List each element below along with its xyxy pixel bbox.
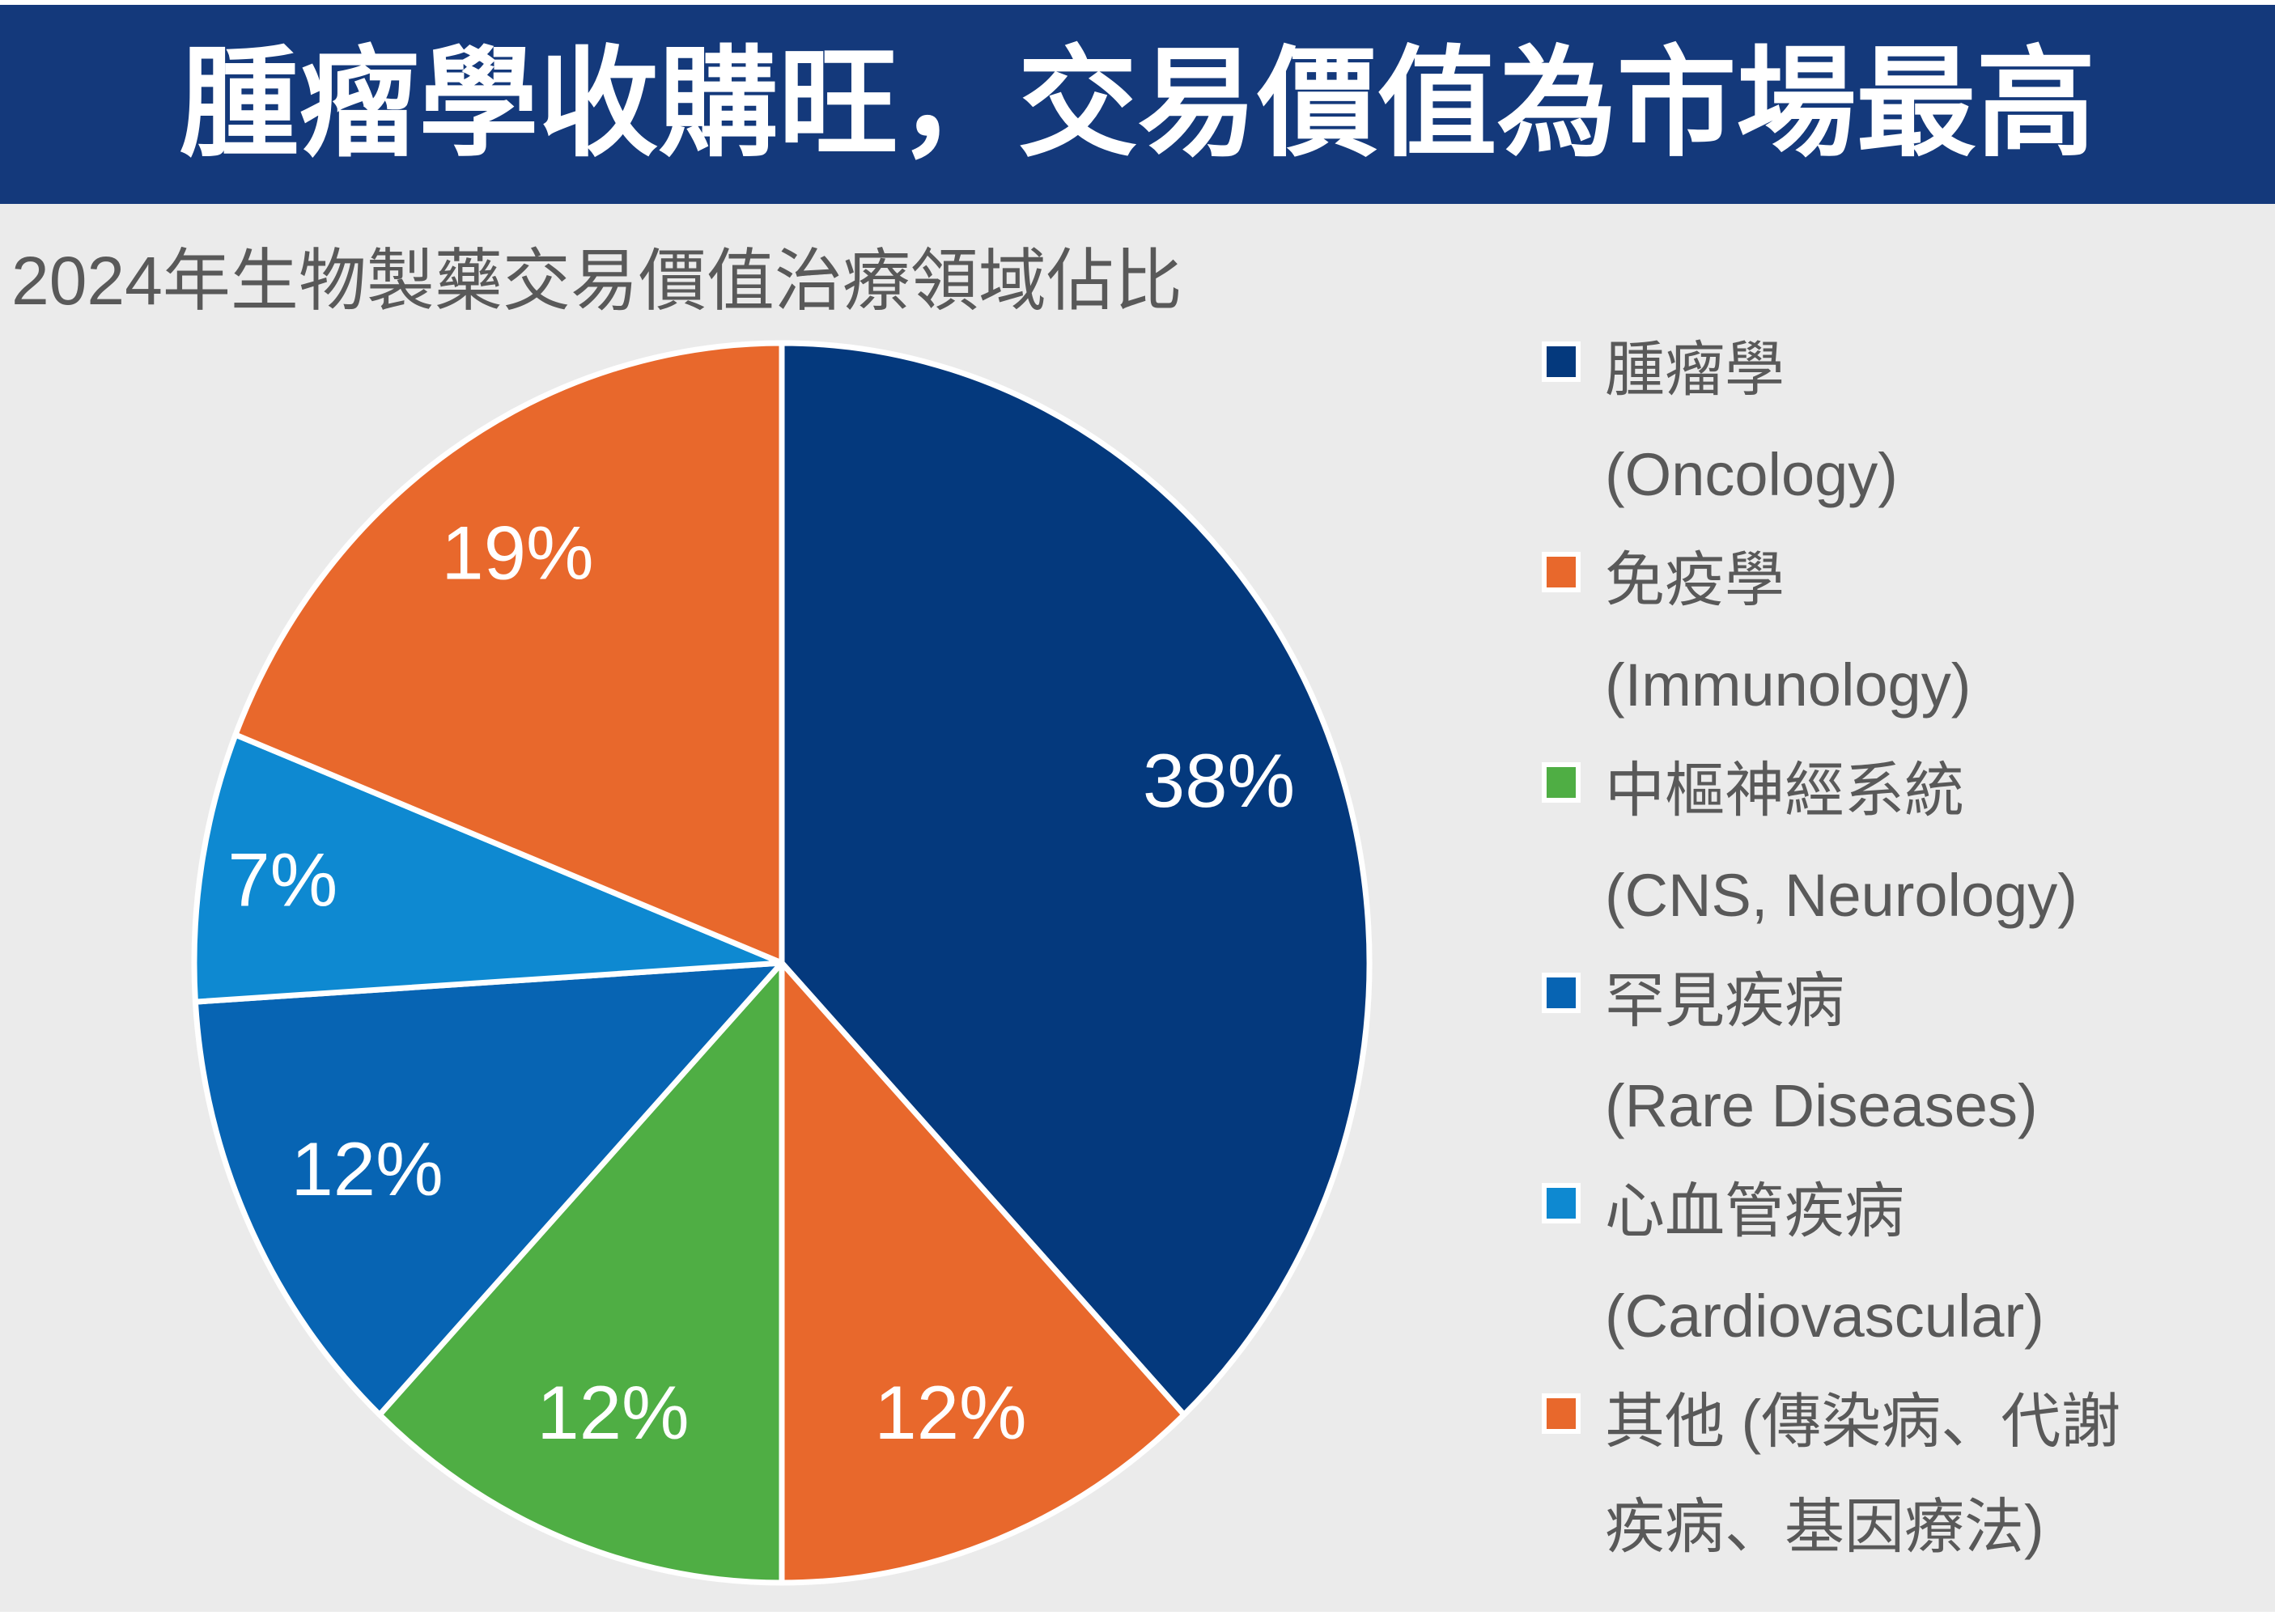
pie-data-label-oncology: 38%	[1143, 738, 1295, 823]
title-banner: 腫瘤學收購旺，交易價值為市場最高	[0, 5, 2275, 204]
legend-swatch-cns-neurology	[1542, 762, 1581, 803]
pie-data-label-immunology: 12%	[874, 1370, 1026, 1455]
legend-swatch-others	[1542, 1393, 1581, 1434]
chart-subtitle: 2024年生物製藥交易價值治療領域佔比	[11, 243, 1182, 319]
pie-slice-rare-diseases	[192, 960, 785, 1418]
chart-area: 2024年生物製藥交易價值治療領域佔比 38% 12% 12% 12% 7% 19% 腫瘤…	[0, 204, 2275, 1612]
legend-label-immunology-line2: (Immunology)	[1605, 651, 1972, 719]
legend-item-others: 其他 (傳染病、代謝 疾病、基因療法)	[1542, 1369, 2270, 1579]
legend-label-oncology-line1: 腫瘤學	[1605, 336, 1785, 403]
pie-slice-others	[232, 340, 785, 966]
legend-item-immunology: 免疫學 (Immunology)	[1542, 528, 2270, 738]
legend-swatch-rare-diseases	[1542, 973, 1581, 1013]
legend-swatch-oncology	[1542, 341, 1581, 382]
legend-label-rare-diseases-line2: (Rare Diseases)	[1605, 1072, 2038, 1139]
pie-slice-cns-neurology	[376, 960, 785, 1586]
legend-label-oncology-line2: (Oncology)	[1605, 441, 1898, 508]
pie-slice-immunology	[779, 960, 1187, 1586]
legend-item-cardiovascular: 心血管疾病 (Cardiovascular)	[1542, 1159, 2270, 1369]
legend-label-rare-diseases-line1: 罕見疾病	[1605, 967, 1844, 1034]
pie-data-label-cns-neurology: 12%	[537, 1370, 689, 1455]
legend-label-cardiovascular-line2: (Cardiovascular)	[1605, 1283, 2044, 1350]
slide-title: 腫瘤學收購旺，交易價值為市場最高	[179, 37, 2096, 171]
legend-item-cns-neurology: 中樞神經系統 (CNS, Neurology)	[1542, 738, 2270, 948]
pie-slice-cardiovascular	[191, 731, 785, 1005]
legend-label-cardiovascular-line1: 心血管疾病	[1605, 1177, 1904, 1245]
legend-swatch-immunology	[1542, 552, 1581, 592]
pie-data-label-cardiovascular: 7%	[227, 837, 337, 922]
legend-label-immunology-line1: 免疫學	[1605, 546, 1785, 613]
legend-swatch-cardiovascular	[1542, 1183, 1581, 1223]
legend-label-cns-neurology-line2: (CNS, Neurology)	[1605, 862, 2078, 929]
pie-chart: 38% 12% 12% 12% 7% 19%	[191, 340, 1373, 1586]
legend-label-cns-neurology-line1: 中樞神經系統	[1605, 757, 1964, 824]
legend-label-others-line2: 疾病、基因療法)	[1605, 1493, 2044, 1560]
legend-label-others-line1: 其他 (傳染病、代謝	[1605, 1388, 2121, 1455]
pie-slice-oncology	[779, 340, 1373, 1418]
pie-data-label-others: 19%	[441, 511, 593, 596]
pie-data-label-rare-diseases: 12%	[291, 1126, 444, 1211]
legend-item-rare-diseases: 罕見疾病 (Rare Diseases)	[1542, 948, 2270, 1159]
legend: 腫瘤學 (Oncology) 免疫學 (Immunology) 中樞神經系統 (CNS, …	[1542, 317, 2270, 1579]
legend-item-oncology: 腫瘤學 (Oncology)	[1542, 317, 2270, 528]
